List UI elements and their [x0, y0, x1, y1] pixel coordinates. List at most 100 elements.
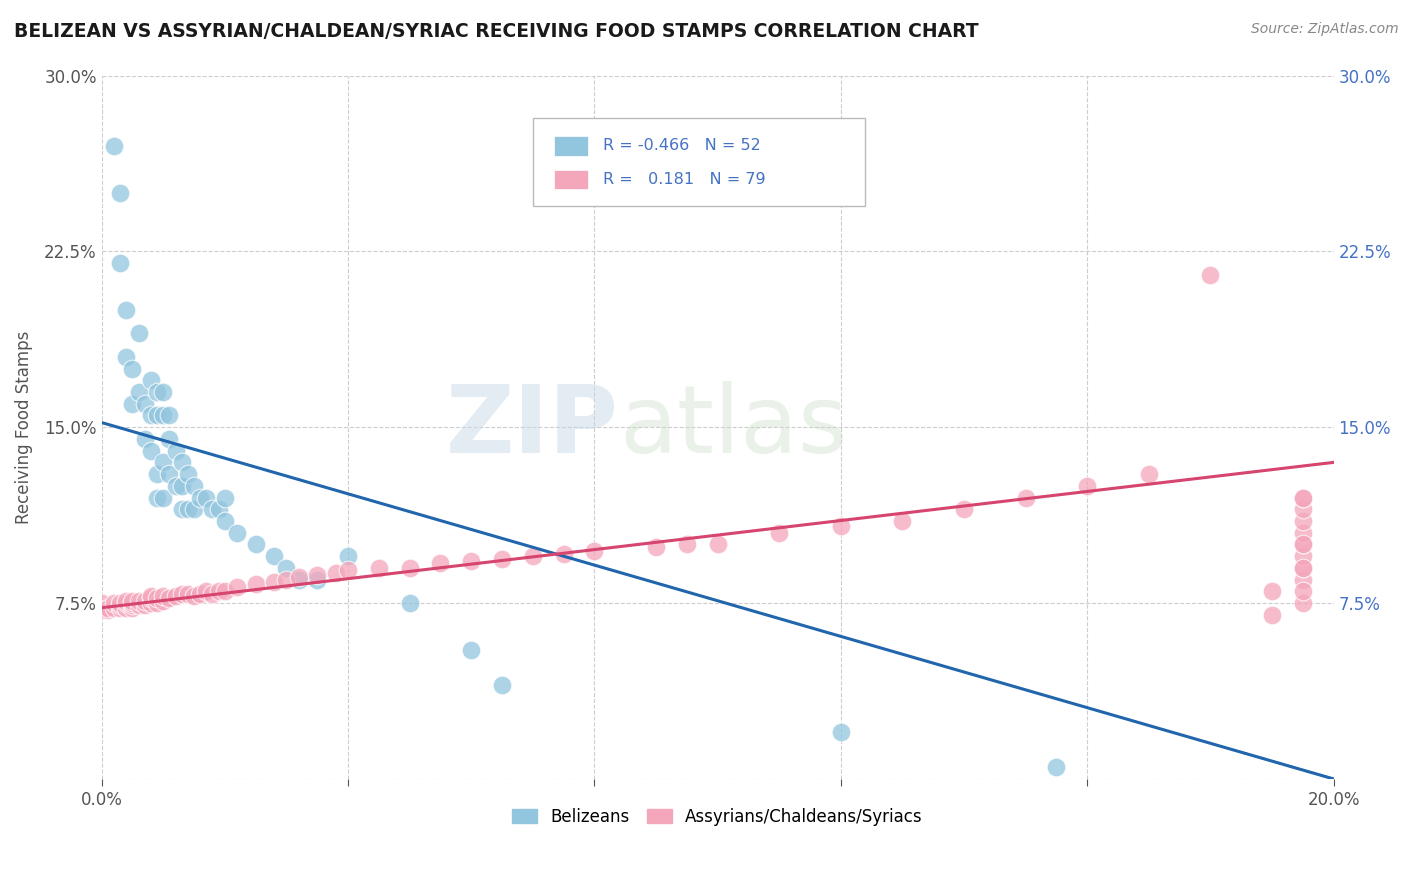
- Point: [165, 443, 187, 458]
- Point: [398, 596, 420, 610]
- Point: [245, 537, 267, 551]
- Point: [103, 596, 125, 610]
- Text: R = -0.466   N = 52: R = -0.466 N = 52: [603, 138, 761, 153]
- Point: [134, 593, 156, 607]
- Point: [121, 596, 143, 610]
- Point: [183, 479, 205, 493]
- Point: [170, 455, 193, 469]
- Point: [97, 603, 120, 617]
- Point: [263, 574, 285, 589]
- Point: [245, 577, 267, 591]
- Point: [146, 409, 169, 423]
- Point: [128, 593, 150, 607]
- Text: BELIZEAN VS ASSYRIAN/CHALDEAN/SYRIAC RECEIVING FOOD STAMPS CORRELATION CHART: BELIZEAN VS ASSYRIAN/CHALDEAN/SYRIAC REC…: [14, 22, 979, 41]
- Point: [460, 643, 482, 657]
- Point: [1014, 491, 1036, 505]
- Point: [139, 596, 162, 610]
- Point: [1292, 537, 1315, 551]
- Point: [152, 589, 174, 603]
- Point: [1137, 467, 1160, 482]
- Point: [152, 385, 174, 400]
- Point: [522, 549, 544, 564]
- Point: [108, 600, 131, 615]
- Text: Source: ZipAtlas.com: Source: ZipAtlas.com: [1251, 22, 1399, 37]
- Point: [152, 455, 174, 469]
- Point: [188, 587, 211, 601]
- Point: [146, 385, 169, 400]
- Point: [157, 409, 180, 423]
- Point: [1292, 502, 1315, 516]
- Point: [146, 591, 169, 606]
- Point: [121, 593, 143, 607]
- Point: [214, 584, 236, 599]
- Point: [128, 385, 150, 400]
- Point: [152, 593, 174, 607]
- Point: [1292, 525, 1315, 540]
- Point: [491, 551, 513, 566]
- Point: [157, 467, 180, 482]
- Point: [139, 373, 162, 387]
- Point: [90, 596, 112, 610]
- Point: [645, 540, 668, 554]
- Point: [1261, 584, 1284, 599]
- Point: [287, 573, 309, 587]
- Point: [108, 256, 131, 270]
- Point: [1292, 573, 1315, 587]
- Point: [139, 591, 162, 606]
- Point: [553, 547, 575, 561]
- Point: [139, 409, 162, 423]
- Point: [108, 186, 131, 200]
- Point: [115, 600, 138, 615]
- Point: [183, 502, 205, 516]
- Point: [152, 409, 174, 423]
- Point: [1292, 561, 1315, 575]
- Point: [830, 725, 852, 739]
- Point: [891, 514, 914, 528]
- Point: [165, 589, 187, 603]
- Point: [115, 350, 138, 364]
- Point: [1261, 607, 1284, 622]
- Point: [1292, 514, 1315, 528]
- Text: atlas: atlas: [619, 381, 848, 474]
- Point: [165, 479, 187, 493]
- Point: [276, 561, 298, 575]
- Point: [307, 568, 329, 582]
- Point: [226, 580, 249, 594]
- Point: [170, 587, 193, 601]
- Point: [97, 600, 120, 615]
- Point: [768, 525, 790, 540]
- Point: [121, 397, 143, 411]
- Point: [139, 443, 162, 458]
- Point: [429, 556, 451, 570]
- Point: [207, 502, 229, 516]
- Point: [170, 502, 193, 516]
- Point: [1292, 537, 1315, 551]
- Point: [953, 502, 976, 516]
- FancyBboxPatch shape: [554, 169, 588, 189]
- Point: [1199, 268, 1222, 282]
- Point: [177, 467, 200, 482]
- Point: [134, 397, 156, 411]
- Point: [121, 600, 143, 615]
- Point: [152, 491, 174, 505]
- Point: [706, 537, 728, 551]
- Point: [146, 596, 169, 610]
- Point: [263, 549, 285, 564]
- Point: [207, 584, 229, 599]
- Point: [115, 593, 138, 607]
- Text: R =   0.181   N = 79: R = 0.181 N = 79: [603, 172, 766, 187]
- Point: [188, 491, 211, 505]
- Point: [201, 587, 224, 601]
- Point: [367, 561, 389, 575]
- Point: [675, 537, 697, 551]
- Point: [276, 573, 298, 587]
- Point: [195, 584, 218, 599]
- Point: [491, 678, 513, 692]
- Point: [108, 599, 131, 613]
- Point: [325, 566, 347, 580]
- Y-axis label: Receiving Food Stamps: Receiving Food Stamps: [15, 331, 32, 524]
- Point: [177, 502, 200, 516]
- Point: [398, 561, 420, 575]
- Point: [134, 432, 156, 446]
- Point: [121, 361, 143, 376]
